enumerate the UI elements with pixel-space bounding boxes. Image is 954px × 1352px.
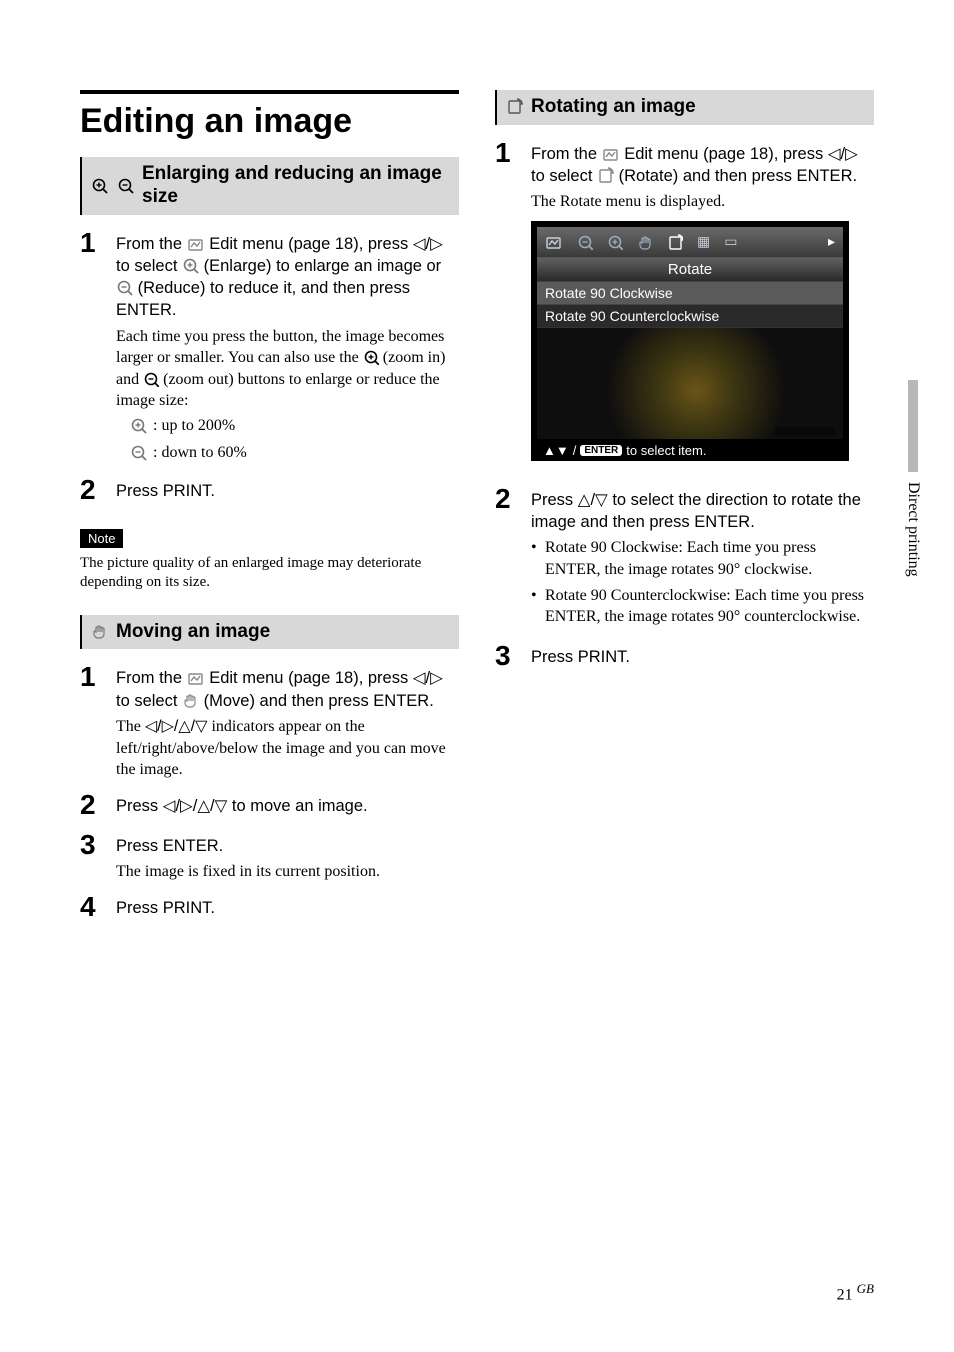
ss-row-ccw: Rotate 90 Counterclockwise <box>537 304 843 327</box>
step-1: 1 From the Edit menu (page 18), press ◁/… <box>80 663 459 780</box>
step-desc: The ◁/▷/△/▽ indicators appear on the lef… <box>116 716 459 781</box>
step-2: 2 Press △/▽ to select the direction to r… <box>495 485 874 632</box>
side-tab-bar <box>908 380 918 472</box>
step-number: 3 <box>495 642 517 672</box>
section-moving: Moving an image <box>80 615 459 650</box>
step-number: 2 <box>80 791 102 821</box>
zoom-up-text: : up to 200% <box>153 412 235 439</box>
step-number: 4 <box>80 893 102 923</box>
step-desc: The Rotate menu is displayed. <box>531 191 874 213</box>
side-tab-label: Direct printing <box>904 482 922 577</box>
note-label: Note <box>80 529 123 548</box>
right-column: Rotating an image 1 From the Edit menu (… <box>495 90 874 933</box>
section-title: Moving an image <box>116 621 270 644</box>
step-3: 3 Press PRINT. <box>495 642 874 672</box>
step-desc: Each time you press the button, the imag… <box>116 326 459 412</box>
bullet-ccw: Rotate 90 Counterclockwise: Each time yo… <box>531 585 874 628</box>
section-title: Rotating an image <box>531 96 696 119</box>
section-title: Enlarging and reducing an image size <box>142 163 449 209</box>
main-title: Editing an image <box>80 90 459 141</box>
step-action: Press PRINT. <box>531 646 874 668</box>
section-rotating: Rotating an image <box>495 90 874 125</box>
page-footer: 21 GB <box>837 1281 874 1304</box>
step-4: 4 Press PRINT. <box>80 893 459 923</box>
step-3: 3 Press ENTER. The image is fixed in its… <box>80 831 459 883</box>
step-1: 1 From the Edit menu (page 18), press ◁/… <box>80 229 459 467</box>
left-column: Editing an image Enlarging and reducing … <box>80 90 459 933</box>
note-text: The picture quality of an enlarged image… <box>80 554 459 593</box>
step-number: 2 <box>495 485 517 632</box>
step-number: 1 <box>80 663 102 780</box>
rotate-menu-screenshot: ▦▭▸ Rotate Rotate 90 Clockwise Rotate 90… <box>531 221 849 461</box>
hand-icon <box>90 622 110 642</box>
step-action: Press PRINT. <box>116 897 459 919</box>
zoom-in-icon <box>90 176 110 196</box>
step-action: From the Edit menu (page 18), press ◁/▷ … <box>531 143 874 188</box>
zoom-down-text: : down to 60% <box>153 439 247 466</box>
step-action: From the Edit menu (page 18), press ◁/▷ … <box>116 233 459 322</box>
section-enlarge-reduce: Enlarging and reducing an image size <box>80 157 459 215</box>
step-action: Press △/▽ to select the direction to rot… <box>531 489 874 534</box>
step-action: From the Edit menu (page 18), press ◁/▷ … <box>116 667 459 712</box>
ss-preview <box>537 327 843 439</box>
rotate-icon <box>505 97 525 117</box>
step-2: 2 Press PRINT. <box>80 476 459 506</box>
step-desc: The image is fixed in its current positi… <box>116 861 459 883</box>
zoom-out-icon <box>116 176 136 196</box>
side-tab: Direct printing <box>904 380 922 577</box>
ss-toolbar: ▦▭▸ <box>537 227 843 257</box>
step-action: Press ENTER. <box>116 835 459 857</box>
step-number: 3 <box>80 831 102 883</box>
ss-footer: ▲▼/ENTER to select item. <box>537 439 843 462</box>
step-action: Press PRINT. <box>116 480 459 502</box>
step-1: 1 From the Edit menu (page 18), press ◁/… <box>495 139 874 475</box>
page-number: 21 <box>837 1286 853 1303</box>
step-number: 2 <box>80 476 102 506</box>
step-action: Press ◁/▷/△/▽ to move an image. <box>116 795 459 817</box>
step-number: 1 <box>80 229 102 467</box>
ss-row-cw: Rotate 90 Clockwise <box>537 281 843 304</box>
page-region: GB <box>857 1281 874 1296</box>
ss-title: Rotate <box>537 257 843 281</box>
step-2: 2 Press ◁/▷/△/▽ to move an image. <box>80 791 459 821</box>
step-number: 1 <box>495 139 517 475</box>
bullet-cw: Rotate 90 Clockwise: Each time you press… <box>531 537 874 580</box>
